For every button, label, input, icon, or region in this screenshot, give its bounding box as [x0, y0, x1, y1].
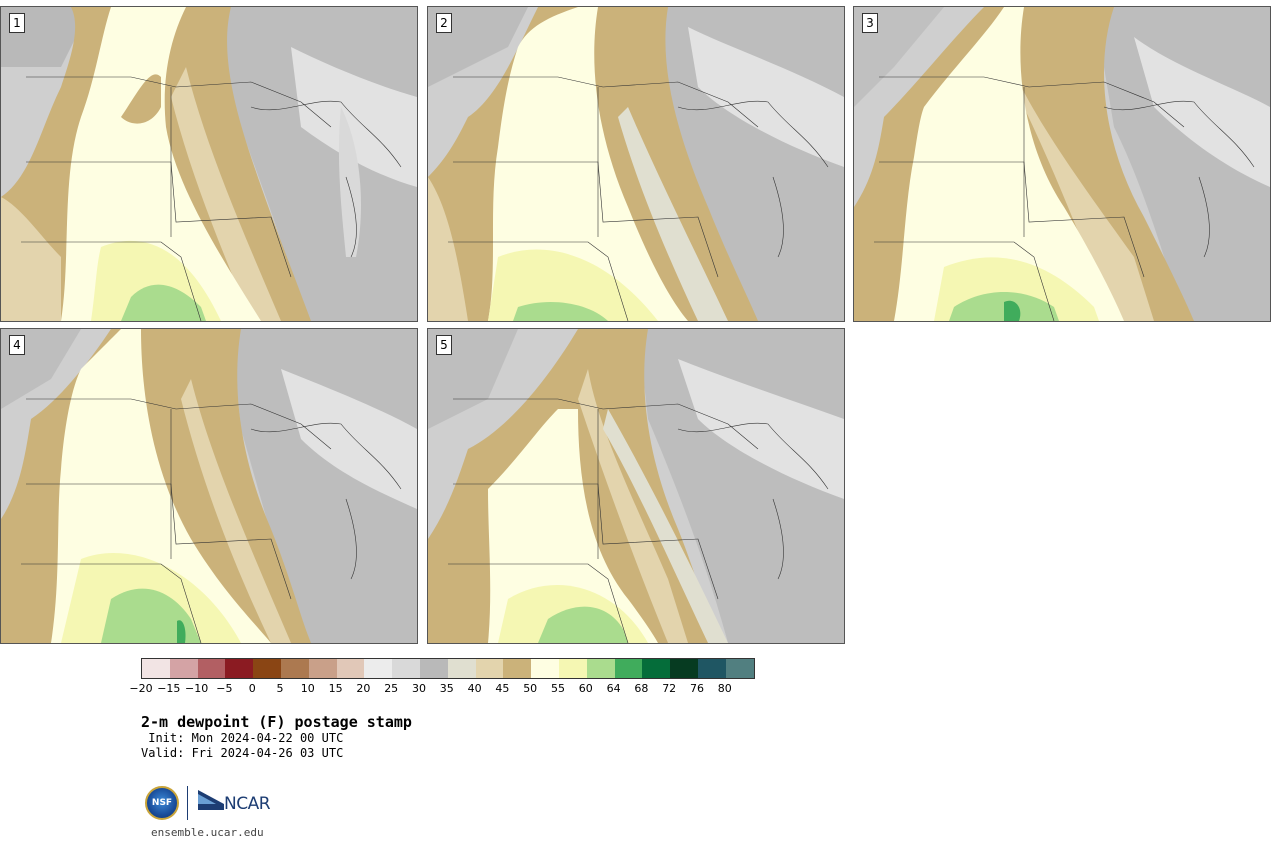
colorbar-swatch	[392, 659, 420, 678]
colorbar-swatch	[697, 659, 726, 678]
colorbar-tick-label: 50	[523, 682, 538, 695]
ensemble-member-map-5: 5	[427, 328, 845, 644]
colorbar-swatch	[336, 659, 365, 678]
colorbar-swatch	[308, 659, 337, 678]
colorbar-tick-label: 15	[328, 682, 343, 695]
colorbar-swatch	[419, 659, 448, 678]
valid-time: Valid: Fri 2024-04-26 03 UTC	[141, 746, 344, 760]
sponsor-logos: NSF NCAR	[145, 786, 285, 822]
panel-number-label: 3	[862, 13, 878, 33]
colorbar-tick-labels: −20 −15 −10 −5 0 5 10 15 20 25 30 35 40 45 50 55 60 64 68 7…	[129, 682, 761, 696]
colorbar-tick-label: 80	[717, 682, 732, 695]
colorbar-swatch	[642, 659, 671, 678]
colorbar-swatch	[253, 659, 281, 678]
ensemble-member-map-1: 1	[0, 6, 418, 322]
colorbar-swatch	[586, 659, 615, 678]
colorbar-tick-label: 40	[467, 682, 482, 695]
colorbar-swatch	[280, 659, 309, 678]
colorbar-tick-label: 5	[276, 682, 284, 695]
ncar-logo: NCAR	[198, 790, 273, 816]
colorbar-tick-label: −20	[129, 682, 153, 695]
colorbar-tick-label: 64	[606, 682, 621, 695]
colorbar-swatch	[225, 659, 254, 678]
colorbar-swatch	[197, 659, 226, 678]
colorbar-tick-label: 45	[495, 682, 510, 695]
colorbar-swatch	[558, 659, 587, 678]
init-time: Init: Mon 2024-04-22 00 UTC	[141, 731, 344, 745]
logo-divider	[187, 786, 188, 820]
colorbar-tick-label: 60	[578, 682, 593, 695]
colorbar-tick-label: −10	[184, 682, 209, 695]
colorbar-swatch	[725, 659, 754, 678]
dewpoint-field-map	[428, 7, 844, 321]
colorbar-tick-label: 72	[662, 682, 677, 695]
colorbar-tick-label: −5	[216, 682, 233, 695]
figure-title: 2-m dewpoint (F) postage stamp	[141, 713, 412, 731]
colorbar-tick-label: 10	[300, 682, 315, 695]
ensemble-member-map-4: 4	[0, 328, 418, 644]
colorbar-tick-label: 0	[248, 682, 256, 695]
ncar-wordmark: NCAR	[224, 794, 271, 814]
colorbar-swatch	[503, 659, 532, 678]
colorbar-tick-label: 20	[356, 682, 371, 695]
panel-number-label: 1	[9, 13, 25, 33]
ncar-mark-icon	[198, 790, 224, 810]
dewpoint-field-map	[1, 329, 417, 643]
colorbar-swatch	[475, 659, 504, 678]
website-url: ensemble.ucar.edu	[151, 826, 264, 839]
colorbar-tick-label: 76	[690, 682, 704, 695]
dewpoint-field-map	[854, 7, 1270, 321]
panel-number-label: 2	[436, 13, 452, 33]
colorbar-tick-label: 55	[551, 682, 565, 695]
colorbar-tick-label: −15	[157, 682, 181, 695]
colorbar-swatch	[531, 659, 559, 678]
colorbar-swatch	[364, 659, 393, 678]
colorbar-tick-label: 30	[412, 682, 426, 695]
colorbar-swatch	[142, 659, 170, 678]
dewpoint-field-map	[428, 329, 844, 643]
panel-number-label: 5	[436, 335, 452, 355]
colorbar-tick-label: 68	[634, 682, 649, 695]
colorbar-tick-label: 25	[384, 682, 399, 695]
panel-number-label: 4	[9, 335, 25, 355]
colorbar-swatch	[447, 659, 476, 678]
dewpoint-colorbar	[141, 658, 755, 679]
ensemble-member-map-2: 2	[427, 6, 845, 322]
colorbar-swatch	[670, 659, 698, 678]
nsf-logo: NSF	[145, 786, 179, 820]
colorbar-swatch	[614, 659, 643, 678]
ensemble-member-map-3: 3	[853, 6, 1271, 322]
colorbar-swatch	[169, 659, 198, 678]
dewpoint-field-map	[1, 7, 417, 321]
colorbar-tick-label: 35	[439, 682, 454, 695]
